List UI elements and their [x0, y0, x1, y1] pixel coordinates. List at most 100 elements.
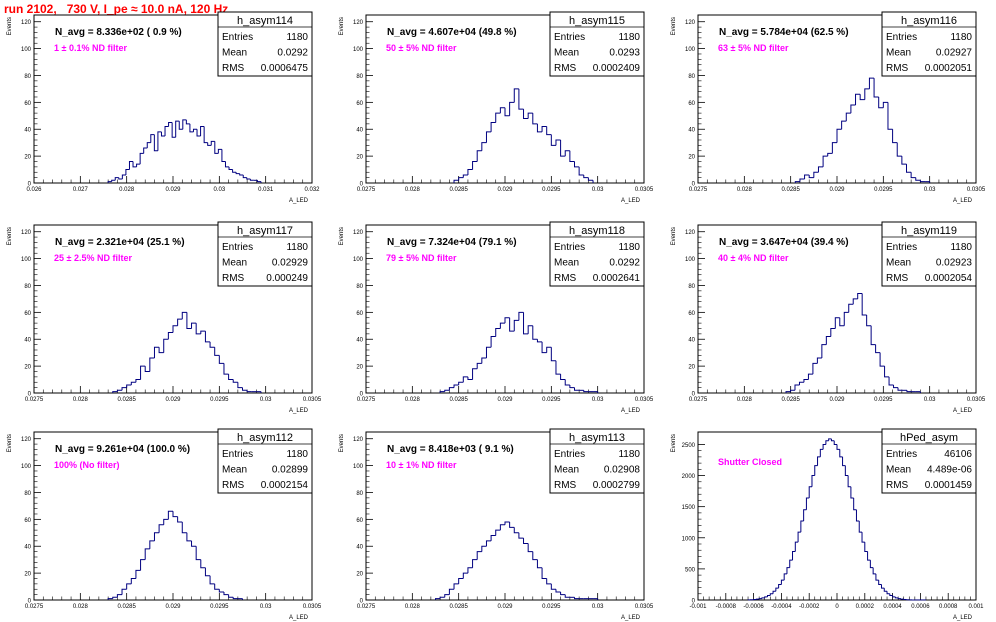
filter-annotation: 100% (No filter) — [54, 460, 120, 470]
x-tick-label: 0.026 — [26, 187, 42, 193]
stats-rms-label: RMS — [886, 273, 909, 284]
stats-box-frame — [881, 221, 977, 287]
histogram-bin — [574, 387, 580, 391]
stats-entries-label: Entries — [554, 449, 585, 460]
x-tick-label: 0.0305 — [635, 397, 654, 403]
histogram-bin — [803, 509, 807, 521]
histogram-bin — [458, 177, 464, 181]
x-tick-label: 0.0305 — [635, 604, 654, 610]
y-tick-label: 120 — [685, 20, 696, 26]
x-tick-label: -0.0008 — [716, 604, 737, 610]
histogram-bin — [555, 139, 561, 146]
histogram-bin — [814, 465, 818, 476]
stats-entries-label: Entries — [554, 242, 585, 253]
y-axis-title: Events — [7, 17, 13, 35]
stats-rms-value: 0.000249 — [266, 273, 308, 284]
histogram-bin — [185, 119, 190, 125]
histogram-bin — [448, 588, 455, 595]
histogram-bin — [175, 120, 180, 138]
histogram-bin — [864, 542, 868, 552]
histogram-bin — [235, 172, 240, 175]
y-tick-label: 100 — [353, 464, 364, 470]
histogram-bin — [560, 591, 566, 596]
histogram-bin — [256, 180, 262, 183]
histogram-bin — [813, 171, 819, 178]
x-tick-label: 0 — [835, 604, 839, 610]
stats-box-frame — [217, 428, 313, 494]
histogram-bin — [132, 161, 137, 168]
histogram-bin — [495, 529, 501, 536]
stats-mean-label: Mean — [554, 258, 579, 269]
histogram-pad: 0 20 40 60 80 100 120 0.0275 0.028 0.0285 0.029 0.0… — [339, 221, 654, 414]
histogram-bin — [182, 119, 187, 130]
stats-mean-value: 0.02927 — [936, 48, 973, 59]
filter-annotation: 79 ± 5% ND filter — [386, 253, 457, 263]
histogram-bin — [153, 346, 160, 359]
x-tick-label: 0.0275 — [25, 604, 44, 610]
y-tick-label: 40 — [24, 128, 31, 134]
y-tick-label: 100 — [21, 257, 32, 263]
histogram-bin — [204, 331, 211, 343]
histogram-bin — [481, 142, 487, 151]
x-tick-label: 0.028 — [405, 604, 421, 610]
histogram-bin — [546, 578, 552, 585]
histogram-bin — [550, 347, 556, 362]
histogram-bin — [803, 379, 809, 383]
y-tick-label: 120 — [353, 20, 364, 26]
histogram-bin — [772, 590, 776, 594]
histogram-bin — [126, 384, 132, 388]
histogram-name: h_asym119 — [901, 225, 957, 237]
y-tick-label: 40 — [24, 338, 31, 344]
histogram-bin — [859, 94, 865, 101]
histogram-bin — [143, 147, 148, 154]
histogram-bin — [842, 456, 846, 467]
y-tick-label: 80 — [356, 284, 363, 290]
histogram-bin — [191, 322, 197, 329]
histogram-bin — [785, 391, 791, 393]
histogram-bin — [167, 332, 173, 340]
histogram-bin — [896, 142, 902, 157]
navg-label: N_avg = 7.324e+04 (79.1 %) — [387, 237, 517, 248]
histogram-bin — [228, 166, 233, 171]
histogram-bin — [195, 323, 201, 335]
histogram-bin — [808, 486, 812, 498]
y-tick-label: 0 — [360, 392, 364, 398]
stats-rms-label: RMS — [886, 63, 909, 74]
stats-mean-label: Mean — [886, 48, 911, 59]
y-tick-label: 40 — [688, 338, 695, 344]
histogram-bin — [764, 596, 768, 598]
histogram-bin — [827, 152, 833, 157]
histogram-bin — [887, 102, 893, 130]
y-tick-label: 100 — [685, 257, 696, 263]
x-tick-label: 0.03 — [213, 187, 225, 193]
histogram-bin — [901, 156, 907, 165]
y-tick-label: 120 — [21, 230, 32, 236]
histogram-bin — [135, 569, 141, 579]
y-tick-label: 80 — [688, 74, 695, 80]
histogram-bin — [915, 177, 921, 181]
histogram-bin — [560, 374, 566, 381]
histogram-pad: 0 20 40 60 80 100 120 0.0275 0.028 0.0285 0.029 0.0… — [7, 221, 322, 414]
histogram-bin — [210, 140, 215, 146]
histogram-bin — [879, 352, 885, 367]
histogram-bin — [218, 589, 224, 593]
histogram-bin — [163, 518, 169, 525]
histogram-bin — [499, 107, 505, 114]
histogram-bin — [789, 559, 793, 568]
stats-entries-label: Entries — [222, 242, 253, 253]
stats-box: h_asym118 Entries 1180 Mean 0.0292 RMS 0.00026… — [549, 221, 645, 287]
histogram-bin — [513, 88, 519, 103]
histogram-bin — [499, 524, 505, 531]
histogram-bin — [523, 538, 529, 545]
x-tick-label: 0.0285 — [781, 187, 800, 193]
x-tick-label: 0.03 — [592, 397, 604, 403]
histogram-bin — [836, 128, 842, 143]
stats-entries-label: Entries — [886, 242, 917, 253]
x-axis-title: A_LED — [621, 198, 641, 204]
stats-box: h_asym119 Entries 1180 Mean 0.02923 RMS 0.0002… — [881, 221, 977, 287]
histogram-bin — [889, 593, 893, 597]
histogram-bin — [476, 150, 482, 162]
histogram-bin — [472, 161, 478, 170]
stats-box: h_asym115 Entries 1180 Mean 0.0293 RMS 0.00024… — [549, 11, 645, 77]
y-tick-label: 100 — [353, 257, 364, 263]
